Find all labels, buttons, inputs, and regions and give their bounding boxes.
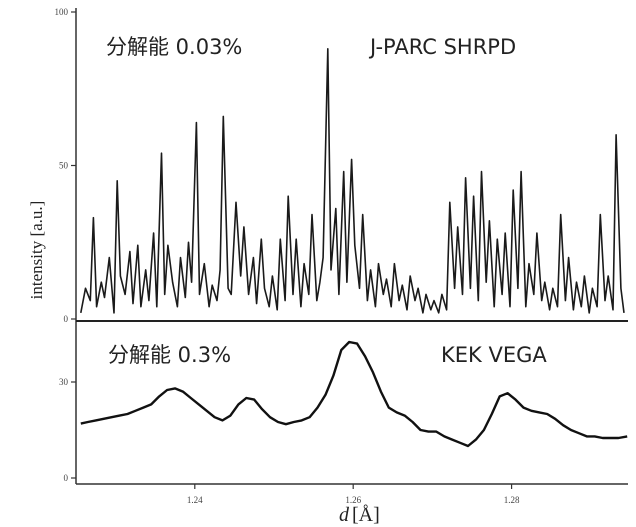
bottom-panel-y-ticks: 0 30: [59, 377, 76, 483]
top-ytick-label-2: 100: [55, 7, 69, 17]
xtick-label-0: 1.24: [187, 495, 203, 505]
y-axis-title: intensity [a.u.]: [27, 201, 46, 300]
top-ytick-label-1: 50: [59, 161, 69, 171]
bottom-ytick-label-0: 0: [64, 473, 69, 483]
bottom-instrument-label: KEK VEGA: [441, 343, 547, 367]
shrpd-pattern-line: [80, 48, 625, 314]
top-ytick-label-0: 0: [64, 314, 69, 324]
xtick-label-1: 1.26: [345, 495, 361, 505]
x-axis-title-symbol: d: [339, 504, 350, 526]
x-ticks: 1.24 1.26 1.28: [187, 484, 520, 505]
xtick-label-2: 1.28: [504, 495, 520, 505]
bottom-ytick-label-1: 30: [59, 377, 69, 387]
top-panel-y-ticks: 0 50 100: [55, 7, 76, 324]
top-resolution-label: 分解能 0.03%: [106, 35, 242, 59]
x-axis-title-unit: [Å]: [352, 504, 380, 526]
top-instrument-label: J-PARC SHRPD: [368, 35, 516, 59]
bottom-resolution-label: 分解能 0.3%: [108, 343, 231, 367]
vega-pattern-line: [80, 340, 628, 448]
